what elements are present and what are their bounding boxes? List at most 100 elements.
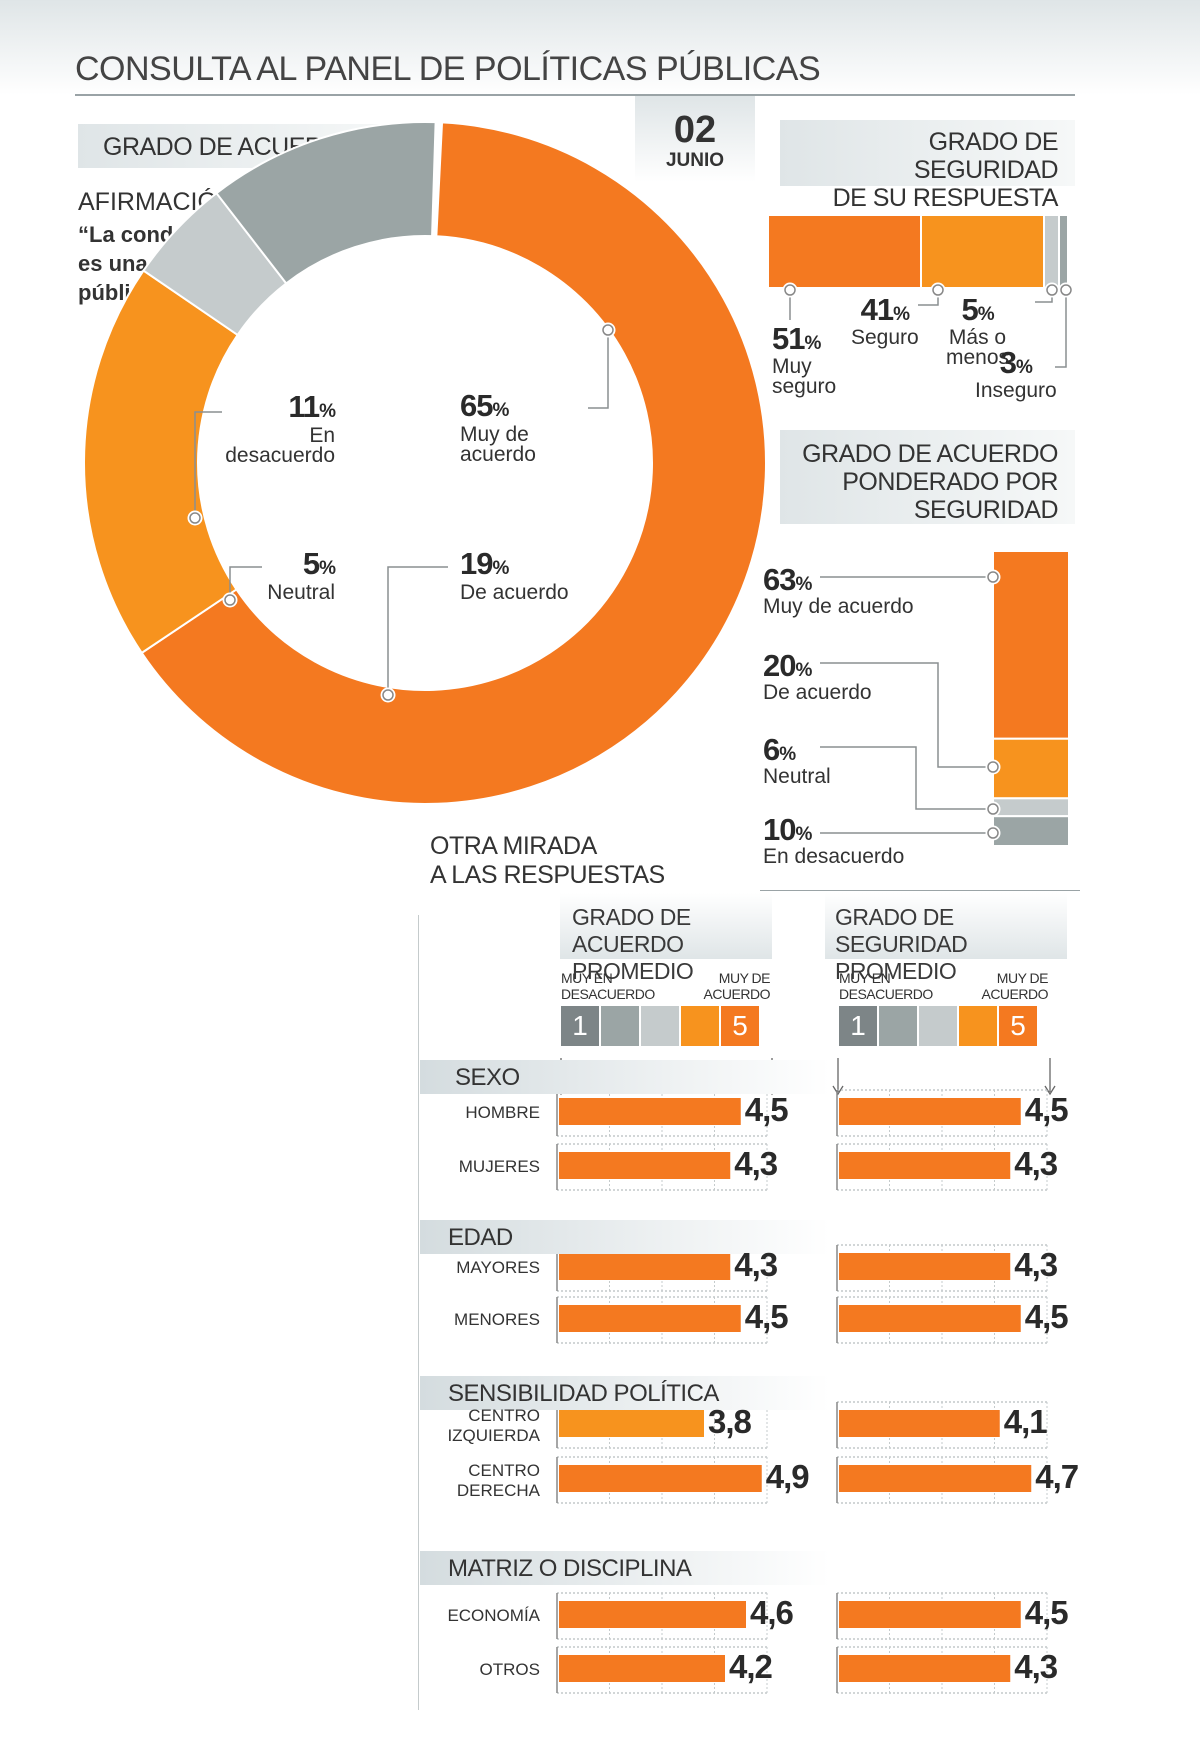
weighted-marker bbox=[987, 803, 999, 815]
value-label: 4,3 bbox=[734, 1246, 778, 1283]
certainty-label: 3% Inseguro bbox=[975, 347, 1057, 402]
value-bar bbox=[839, 1305, 1021, 1332]
row-label-line: CENTRO bbox=[468, 1406, 540, 1425]
row-label-line: CENTRO bbox=[468, 1461, 540, 1480]
value-bar bbox=[559, 1305, 741, 1332]
scale-arrow bbox=[1044, 1058, 1056, 1096]
weighted-category-label: En desacuerdo bbox=[763, 845, 905, 868]
weighted-category-label: Muy de acuerdo bbox=[763, 595, 914, 618]
scale-low-label: MUY EN DESACUERDO bbox=[561, 970, 655, 1002]
value-label: 4,5 bbox=[1024, 1091, 1069, 1128]
certainty-header: GRADO DE SEGURIDAD DE SU RESPUESTA bbox=[780, 128, 1059, 212]
weighted-segment bbox=[992, 550, 1070, 740]
row-label: OTROS bbox=[400, 1660, 540, 1680]
donut-label: 65% Muy de acuerdo bbox=[460, 390, 536, 466]
col2-header: GRADO DE SEGURIDAD PROMEDIO bbox=[835, 904, 1067, 985]
row-label-line: DERECHA bbox=[456, 1481, 540, 1500]
scale-step-box bbox=[919, 1006, 957, 1046]
section-title: SEXO bbox=[455, 1064, 520, 1091]
certainty-marker bbox=[1046, 284, 1058, 296]
value-label: 4,2 bbox=[729, 1648, 773, 1685]
value-bar bbox=[559, 1465, 762, 1492]
certainty-pct: 3% bbox=[975, 347, 1057, 381]
donut-leader-line bbox=[387, 566, 448, 695]
row-label-line: OTROS bbox=[479, 1660, 540, 1679]
top-band bbox=[0, 0, 1200, 95]
row-label: ECONOMÍA bbox=[400, 1606, 540, 1626]
other-view-header-line: OTRA MIRADA bbox=[430, 832, 597, 860]
certainty-pct-unit: % bbox=[804, 333, 821, 354]
certainty-stacked-bar bbox=[767, 214, 1074, 368]
scale-low-line: DESACUERDO bbox=[839, 986, 933, 1002]
other-view-divider bbox=[760, 890, 1080, 891]
value-label: 4,6 bbox=[750, 1594, 794, 1631]
weighted-pct-unit: % bbox=[795, 824, 812, 845]
donut-slice bbox=[140, 121, 767, 805]
certainty-label: 51% Muy seguro bbox=[772, 323, 836, 397]
agreement-donut-chart bbox=[83, 121, 767, 805]
weighted-marker bbox=[987, 761, 999, 773]
row-label: CENTRO IZQUIERDA bbox=[400, 1406, 540, 1446]
weighted-label: 6% Neutral bbox=[763, 734, 831, 788]
weighted-pct: 63% bbox=[763, 564, 914, 597]
donut-label: 11% En desacuerdo bbox=[225, 391, 336, 466]
weighted-pct-unit: % bbox=[779, 744, 796, 765]
certainty-segment bbox=[920, 214, 1045, 289]
value-bar bbox=[839, 1410, 1000, 1437]
weighted-header-line: SEGURIDAD bbox=[913, 496, 1059, 524]
scale-step-box bbox=[601, 1006, 639, 1046]
donut-category-label: De acuerdo bbox=[460, 581, 569, 604]
scale-step-box bbox=[879, 1006, 917, 1046]
weighted-header-box: GRADO DE ACUERDO PONDERADO POR SEGURIDAD bbox=[780, 430, 1075, 524]
value-label: 4,5 bbox=[744, 1091, 789, 1128]
value-bar bbox=[839, 1655, 1011, 1682]
donut-slice bbox=[83, 269, 239, 655]
row-label-line: MUJERES bbox=[458, 1157, 540, 1176]
row-label-line: HOMBRE bbox=[465, 1103, 540, 1122]
certainty-pct-value: 51 bbox=[772, 321, 805, 356]
certainty-pct-unit: % bbox=[1016, 357, 1033, 378]
scale-high-line: MUY DE bbox=[996, 970, 1049, 986]
other-view-left-rule bbox=[418, 915, 419, 1710]
donut-marker bbox=[602, 324, 614, 336]
scale-high-label: MUY DE ACUERDO bbox=[943, 970, 1048, 1002]
row-label-line: IZQUIERDA bbox=[447, 1426, 540, 1445]
scale-step-box: 1 bbox=[561, 1006, 599, 1046]
section-band: SEXO bbox=[420, 1060, 830, 1094]
value-label: 4,5 bbox=[744, 1298, 789, 1335]
value-label: 4,3 bbox=[734, 1145, 778, 1182]
scale-step-box: 5 bbox=[721, 1006, 759, 1046]
certainty-label: 5% Más o menos bbox=[946, 294, 1009, 368]
weighted-pct-value: 20 bbox=[763, 648, 796, 683]
certainty-label: 41% Seguro bbox=[851, 294, 919, 348]
donut-category-label: acuerdo bbox=[460, 443, 536, 466]
row-label-line: MENORES bbox=[454, 1310, 540, 1329]
weighted-marker bbox=[987, 571, 999, 583]
col1-header-box: GRADO DE ACUERDO PROMEDIO bbox=[560, 893, 772, 984]
weighted-pct-unit: % bbox=[795, 660, 812, 681]
weighted-header-line: GRADO DE ACUERDO bbox=[802, 440, 1058, 468]
value-bar bbox=[839, 1098, 1021, 1125]
weighted-pct-value: 6 bbox=[763, 732, 780, 767]
col1-header-line: PROMEDIO bbox=[572, 958, 694, 984]
donut-label: 5% Neutral bbox=[267, 548, 336, 603]
col1-header-line: GRADO DE ACUERDO bbox=[572, 904, 691, 957]
scale-high-line: ACUERDO bbox=[703, 986, 770, 1002]
certainty-pct-value: 5 bbox=[961, 292, 978, 327]
certainty-category-label: Inseguro bbox=[975, 379, 1057, 402]
weighted-pct: 10% bbox=[763, 814, 904, 847]
other-view-header: OTRA MIRADA A LAS RESPUESTAS bbox=[430, 832, 665, 890]
value-bar bbox=[559, 1098, 741, 1125]
row-label-line: MAYORES bbox=[456, 1258, 540, 1277]
donut-label: 19% De acuerdo bbox=[460, 548, 569, 604]
certainty-segment bbox=[767, 214, 922, 289]
weighted-category-label: Neutral bbox=[763, 765, 831, 788]
weighted-pct-value: 10 bbox=[763, 812, 796, 847]
section-band: MATRIZ O DISCIPLINA bbox=[420, 1551, 830, 1585]
value-label: 4,3 bbox=[1014, 1145, 1058, 1182]
donut-category-label: Muy de bbox=[460, 423, 529, 446]
donut-pct: 11% bbox=[225, 391, 336, 426]
row-label-line: ECONOMÍA bbox=[447, 1606, 540, 1625]
weighted-leader-line bbox=[820, 662, 993, 768]
certainty-category-label: Muy bbox=[772, 355, 812, 378]
